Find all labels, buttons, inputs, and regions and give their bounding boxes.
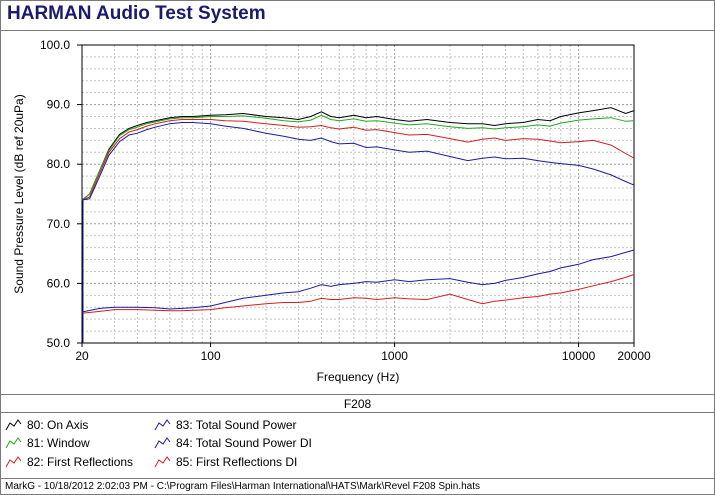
chart-caption: F208 [343,397,372,411]
series-line-1 [81,107,635,201]
y-tick-label: 80.0 [47,157,71,171]
legend-swatch-icon [154,437,171,449]
x-tick-label: 100 [201,349,221,363]
legend-top-divider [1,412,714,413]
y-tick-label: 50.0 [47,336,71,350]
app-title: HARMAN Audio Test System [7,3,266,24]
series-line-6 [81,274,635,314]
x-axis-label: Frequency (Hz) [317,370,400,384]
x-tick-label: 10000 [562,349,596,363]
series-line-4 [81,122,635,201]
y-tick-label: 70.0 [47,217,71,231]
x-tick-label: 20 [75,349,89,363]
series-line-3 [81,119,635,201]
frequency-response-chart: 50.0 60.0 70.0 80.0 90.0 100.0 20 100 1000 10000 2… [12,38,651,384]
y-axis-label: Sound Pressure Level (dB ref 20uPa) [12,94,26,293]
legend-swatch-icon [5,456,22,468]
y-tick-label: 100.0 [40,38,70,52]
title-divider [1,30,714,31]
tick-labels: 50.0 60.0 70.0 80.0 90.0 100.0 20 100 1000 10000 2… [40,38,651,363]
y-tick-label: 90.0 [47,98,71,112]
legend-swatch-icon [5,437,22,449]
x-tick-label: 1000 [381,349,408,363]
legend: 80: On Axis 81: Window 82: First Reflect… [1,413,714,479]
series-group [81,107,635,343]
legend-label: 85: First Reflections DI [176,455,298,469]
caption-top-divider [1,394,714,395]
legend-swatch-icon [154,419,171,431]
legend-label: 81: Window [27,436,90,450]
series-line-2 [81,114,635,201]
status-bar: MarkG - 10/18/2012 2:02:03 PM - C:\Progr… [5,481,481,492]
legend-label: 84: Total Sound Power DI [176,436,312,450]
legend-label: 80: On Axis [27,418,89,432]
legend-label: 83: Total Sound Power [176,418,297,432]
y-tick-label: 60.0 [47,276,71,290]
x-tick-label: 20000 [617,349,651,363]
legend-label: 82: First Reflections [27,455,134,469]
series-line-5 [81,249,635,313]
legend-swatch-icon [5,419,22,431]
legend-swatch-icon [154,456,171,468]
plot-area-border [81,44,635,344]
status-divider [1,478,714,479]
